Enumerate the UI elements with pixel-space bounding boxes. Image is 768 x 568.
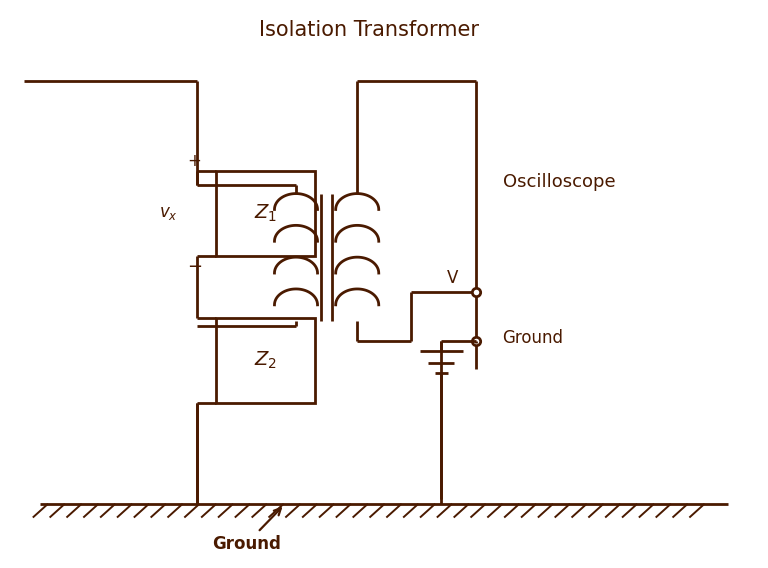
Text: −: − [187, 258, 202, 276]
Text: Ground: Ground [212, 508, 281, 553]
Text: Oscilloscope: Oscilloscope [502, 173, 615, 191]
Bar [216, 171, 315, 256]
Bar [216, 318, 315, 403]
Text: Isolation Transformer: Isolation Transformer [259, 20, 478, 40]
Text: $Z_1$: $Z_1$ [253, 203, 277, 224]
Text: V: V [447, 269, 458, 287]
Text: $v_x$: $v_x$ [159, 204, 177, 222]
Text: Ground: Ground [502, 329, 564, 346]
Text: +: + [187, 152, 201, 170]
Text: $Z_2$: $Z_2$ [254, 350, 277, 371]
